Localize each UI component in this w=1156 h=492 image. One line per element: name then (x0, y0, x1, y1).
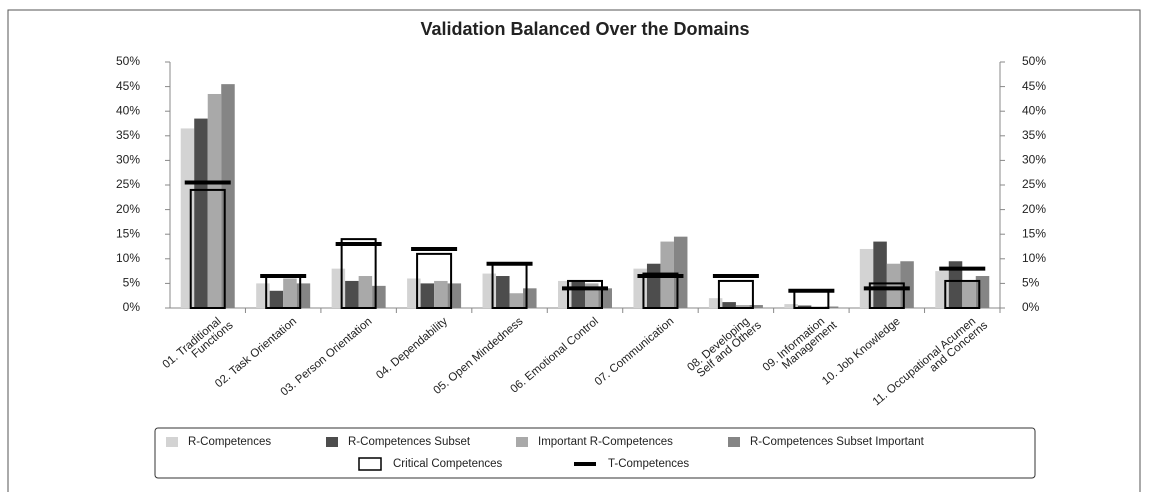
bar (407, 278, 421, 308)
bar (180, 128, 195, 308)
y-tick-label: 20% (116, 202, 140, 216)
critical-box (642, 272, 679, 309)
legend-box (154, 427, 1036, 479)
bar (283, 278, 297, 308)
bar (296, 283, 311, 308)
bar (358, 276, 373, 308)
legend-swatch (166, 437, 178, 447)
y2-tick-label: 45% (1022, 79, 1046, 93)
bar (571, 280, 585, 308)
bar (673, 236, 688, 308)
critical-box (416, 252, 453, 310)
legend-label: Important R-Competences (538, 436, 673, 448)
legend-swatch (358, 457, 382, 471)
bar (886, 263, 901, 308)
y-tick-label: 35% (116, 128, 140, 142)
bar (646, 263, 661, 308)
x-tick-label: 07. Communication (593, 315, 677, 388)
legend-swatch (516, 437, 528, 447)
legend-swatch (728, 437, 740, 447)
bar (708, 298, 723, 308)
bar (722, 302, 736, 308)
bar (269, 290, 284, 308)
y-tick-label: 45% (116, 79, 140, 93)
y2-tick-label: 5% (1022, 276, 1040, 290)
y-tick-label: 15% (116, 226, 140, 240)
y-tick-label: 25% (116, 177, 140, 191)
bar (496, 276, 510, 308)
y-tick-label: 50% (116, 54, 140, 68)
critical-box (340, 238, 377, 309)
y2-tick-label: 20% (1022, 202, 1046, 216)
bar (873, 241, 887, 308)
bar (207, 93, 222, 308)
bar (935, 271, 949, 308)
x-tick-label: 06. Emotional Control (508, 315, 600, 395)
legend-label: Critical Competences (393, 458, 503, 470)
critical-box (717, 279, 754, 310)
bar (558, 280, 572, 308)
bar (372, 285, 386, 308)
bar (447, 283, 462, 308)
critical-box (944, 279, 981, 310)
bar (948, 261, 963, 308)
y-tick-label: 0% (123, 300, 141, 314)
legend-swatch (326, 437, 338, 447)
bar (962, 280, 976, 308)
bar (598, 288, 612, 308)
y2-tick-label: 0% (1022, 300, 1040, 314)
bar (434, 280, 448, 308)
bar (859, 248, 874, 308)
x-tick-label: 04. Dependability (374, 315, 450, 381)
critical-box (567, 279, 603, 310)
y2-tick-label: 50% (1022, 54, 1046, 68)
y-tick-label: 40% (116, 103, 140, 117)
chart-title: Validation Balanced Over the Domains (420, 19, 749, 39)
y2-tick-label: 15% (1022, 226, 1046, 240)
bar (797, 305, 812, 308)
bar (482, 273, 497, 308)
bar (900, 261, 914, 308)
critical-box (189, 188, 226, 309)
bar (194, 118, 208, 308)
bar (420, 283, 435, 308)
y-tick-label: 5% (123, 276, 141, 290)
y2-tick-label: 10% (1022, 251, 1046, 265)
legend-label: R-Competences (188, 436, 271, 448)
bar (784, 304, 798, 308)
y-tick-label: 10% (116, 251, 140, 265)
frame (7, 9, 1141, 492)
critical-box (868, 282, 905, 309)
legend-label: R-Competences Subset (348, 436, 471, 448)
bar (735, 305, 750, 308)
bar (523, 288, 537, 308)
bar (509, 293, 524, 308)
legend-label: R-Competences Subset Important (750, 436, 925, 448)
bar (345, 280, 359, 308)
legend-label: T-Competences (608, 458, 689, 470)
y2-tick-label: 30% (1022, 153, 1046, 167)
y2-tick-label: 25% (1022, 177, 1046, 191)
bar (824, 306, 839, 308)
bar (749, 305, 763, 308)
y-tick-label: 30% (116, 153, 140, 167)
bar (221, 84, 235, 308)
bar (256, 283, 270, 308)
y2-tick-label: 40% (1022, 103, 1046, 117)
bar (331, 268, 346, 308)
critical-box (793, 289, 830, 309)
y2-tick-label: 35% (1022, 128, 1046, 142)
